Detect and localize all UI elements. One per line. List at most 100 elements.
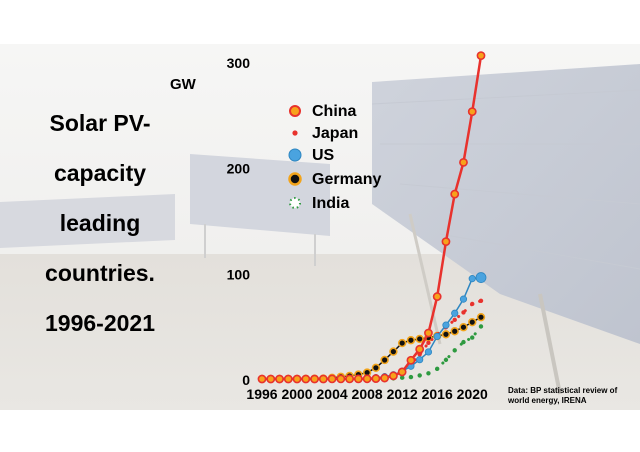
series-line-japan (260, 299, 483, 381)
legend-item-india: India (289, 195, 349, 212)
legend-marker-us (288, 148, 302, 162)
legend-marker-china (289, 105, 301, 117)
legend-label-japan: Japan (312, 125, 358, 142)
data-point-japan (452, 317, 457, 323)
data-point-china (266, 374, 276, 384)
data-point-china (424, 328, 433, 338)
data-point-china (318, 374, 328, 384)
legend-item-germany: Germany (288, 171, 381, 188)
data-point-china (397, 367, 407, 377)
data-point-china (301, 374, 311, 384)
legend-label-india: India (312, 195, 349, 212)
data-point-china (415, 344, 425, 354)
legend-marker-india (289, 197, 301, 209)
legend-item-china: China (289, 103, 357, 120)
data-point-germany (380, 355, 389, 365)
data-point-india (426, 371, 431, 376)
data-point-india (399, 375, 405, 380)
series-line-china (262, 55, 483, 381)
data-point-china (292, 374, 302, 384)
data-point-china (275, 374, 284, 384)
data-point-india (443, 357, 449, 363)
data-point-germany (371, 363, 381, 372)
x-axis-ticks: 1996 2000 2004 2008 2012 2016 2020 (246, 386, 488, 402)
series-germany (257, 312, 486, 384)
title-line-5: 1996-2021 (45, 310, 155, 336)
legend-item-us: US (288, 147, 335, 164)
data-point-germany (441, 330, 451, 339)
y-tick-label: 200 (227, 161, 251, 177)
title-line-4: countries. (45, 260, 155, 286)
data-point-china (336, 374, 346, 384)
data-point-china (345, 374, 354, 384)
data-source-note: Data: BP statistical review of world ene… (508, 386, 618, 405)
data-point-india (461, 339, 466, 345)
legend-label-us: US (312, 147, 335, 164)
data-point-japan (426, 340, 431, 346)
legend: China Japan US Germany India (288, 103, 381, 212)
data-point-china (371, 374, 381, 383)
data-point-japan (478, 298, 484, 304)
x-tick-label: 2016 (422, 386, 453, 402)
data-point-china (432, 292, 442, 301)
series-china (257, 51, 486, 384)
legend-label-china: China (312, 103, 357, 120)
data-point-china (459, 157, 468, 167)
data-point-china (353, 374, 363, 384)
data-point-china (406, 355, 416, 365)
data-point-germany (476, 312, 486, 322)
data-point-china (362, 374, 372, 384)
data-point-india (435, 366, 440, 372)
title-line-3: leading (59, 210, 141, 236)
y-axis-ticks: 0 100 200 300 (227, 55, 251, 388)
data-point-china (257, 374, 267, 384)
series-japan (259, 298, 484, 382)
legend-label-germany: Germany (312, 171, 381, 188)
data-point-china (476, 51, 486, 61)
data-point-india (408, 374, 414, 380)
x-tick-label: 2008 (352, 386, 383, 402)
y-tick-label: 100 (227, 266, 251, 282)
legend-marker-japan (292, 130, 298, 136)
data-point-japan (461, 310, 466, 315)
data-point-us (424, 348, 433, 356)
data-point-china (327, 374, 337, 384)
y-tick-label: 0 (242, 372, 250, 388)
data-point-germany (415, 334, 424, 344)
data-point-us (442, 321, 450, 329)
data-point-china (310, 374, 319, 384)
data-point-germany (459, 323, 468, 332)
data-point-india (470, 335, 475, 340)
legend-item-japan: Japan (292, 125, 358, 142)
data-point-china (450, 189, 460, 199)
data-point-us (459, 295, 468, 303)
data-point-china (467, 107, 477, 117)
data-point-china (380, 373, 390, 383)
data-point-us (475, 272, 487, 283)
y-tick-label: 300 (227, 55, 251, 71)
data-point-china (441, 237, 451, 247)
x-tick-label: 2020 (457, 386, 488, 402)
data-point-japan (470, 301, 475, 307)
y-axis-unit-label: GW (170, 76, 196, 93)
data-point-us (451, 309, 459, 317)
data-point-china (388, 371, 398, 381)
data-point-germany (406, 336, 416, 345)
data-point-china (283, 374, 293, 384)
x-tick-label: 2000 (281, 386, 312, 402)
data-point-germany (468, 317, 477, 327)
data-point-germany (397, 338, 407, 348)
series-layer (257, 51, 487, 384)
data-point-us (433, 332, 441, 341)
x-tick-label: 2004 (317, 386, 348, 402)
legend-marker-germany (288, 172, 302, 186)
data-point-germany (389, 347, 398, 356)
series-line-us (262, 276, 482, 380)
x-tick-label: 1996 (246, 386, 277, 402)
title-line-2: capacity (53, 160, 147, 186)
data-point-india (452, 348, 457, 353)
data-point-india (417, 373, 422, 378)
solar-panel-photo-background (0, 44, 640, 410)
